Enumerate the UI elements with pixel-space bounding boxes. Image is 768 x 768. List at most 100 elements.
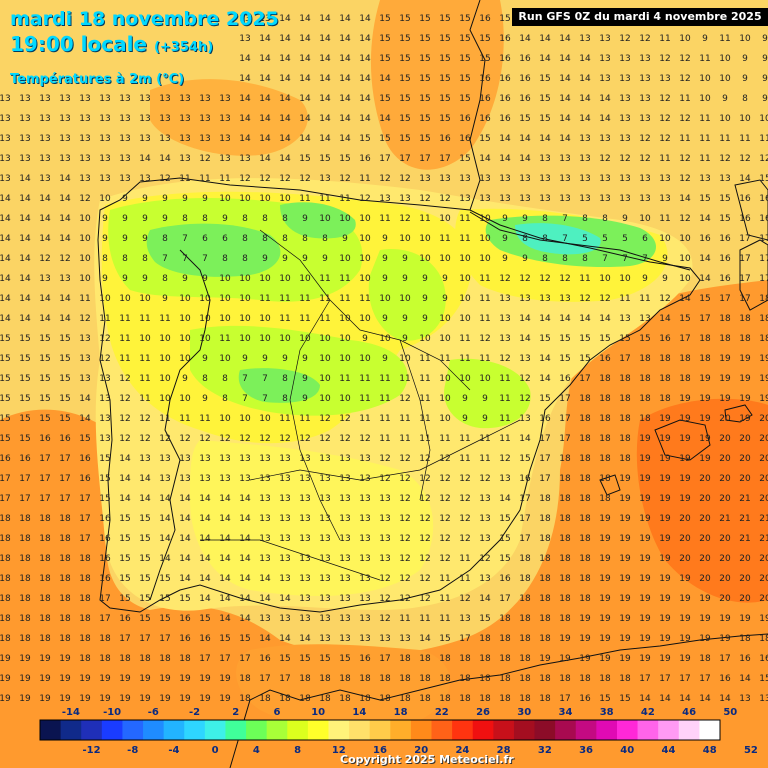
temperature-value: 10 — [159, 394, 171, 404]
temperature-value: 14 — [19, 274, 31, 284]
temperature-value: 20 — [739, 594, 751, 604]
temperature-value: 18 — [579, 434, 591, 444]
temperature-value: 12 — [299, 434, 310, 444]
temperature-value: 14 — [579, 314, 591, 324]
temperature-value: 14 — [339, 54, 351, 64]
temperature-value: 10 — [479, 254, 491, 264]
temperature-value: 11 — [299, 314, 310, 324]
temperature-value: 12 — [119, 434, 130, 444]
temperature-value: 10 — [359, 214, 371, 224]
temperature-value: 18 — [39, 574, 51, 584]
temperature-value: 14 — [319, 74, 331, 84]
temperature-value: 15 — [379, 134, 390, 144]
temperature-value: 12 — [679, 154, 690, 164]
temperature-value: 12 — [339, 434, 350, 444]
temperature-value: 9 — [382, 254, 388, 264]
temperature-value: 13 — [539, 174, 550, 184]
temperature-value: 18 — [0, 614, 11, 624]
temperature-value: 17 — [59, 454, 70, 464]
temperature-value: 13 — [619, 134, 630, 144]
temperature-value: 15 — [159, 614, 170, 624]
legend-label-bottom: -12 — [82, 745, 100, 756]
temperature-value: 7 — [162, 254, 168, 264]
temperature-value: 14 — [539, 354, 551, 364]
temperature-value: 20 — [739, 574, 751, 584]
temperature-value: 15 — [219, 634, 230, 644]
temperature-value: 19 — [599, 514, 611, 524]
temperature-value: 18 — [59, 534, 71, 544]
temperature-value: 12 — [339, 414, 350, 424]
temperature-value: 19 — [639, 574, 651, 584]
temperature-value: 10 — [219, 274, 231, 284]
temperature-value: 18 — [419, 654, 431, 664]
temperature-value: 19 — [739, 414, 751, 424]
temperature-value: 6 — [202, 234, 208, 244]
temperature-value: 18 — [599, 674, 611, 684]
temperature-value: 9 — [662, 274, 668, 284]
temperature-value: 11 — [179, 174, 190, 184]
temperature-value: 10 — [419, 254, 431, 264]
temperature-value: 19 — [639, 454, 651, 464]
temperature-value: 17 — [79, 514, 90, 524]
temperature-value: 14 — [239, 114, 251, 124]
border-portugal — [149, 249, 211, 601]
temperature-value: 18 — [279, 694, 291, 704]
temperature-value: 17 — [559, 434, 570, 444]
temperature-value: 19 — [619, 534, 631, 544]
legend-swatch — [40, 720, 62, 740]
temperature-value: 10 — [739, 114, 751, 124]
temperature-value: 18 — [399, 674, 411, 684]
temperature-value: 12 — [259, 434, 270, 444]
temperature-value: 18 — [519, 594, 531, 604]
temperature-value: 19 — [559, 654, 571, 664]
temperature-value: 14 — [119, 474, 131, 484]
temperature-value: 19 — [699, 394, 711, 404]
temperature-value: 15 — [379, 94, 390, 104]
temperature-value: 16 — [719, 674, 731, 684]
temperature-value: 13 — [619, 54, 630, 64]
temperature-value: 18 — [619, 454, 631, 464]
temperature-value: 15 — [499, 534, 510, 544]
temperature-value: 9 — [502, 214, 508, 224]
temperature-value: 14 — [559, 134, 571, 144]
legend-label-top: 46 — [682, 707, 696, 718]
legend-label-top: -10 — [103, 707, 121, 718]
temperature-value: 13 — [59, 274, 70, 284]
temperature-value: 14 — [579, 94, 591, 104]
temperature-value: 5 — [622, 234, 628, 244]
temperature-value: 13 — [99, 114, 110, 124]
legend-label-bottom: 20 — [414, 745, 428, 756]
temperature-value: 16 — [759, 214, 768, 224]
temperature-value: 13 — [119, 94, 130, 104]
legend-swatch — [452, 720, 474, 740]
temperature-value: 8 — [582, 214, 588, 224]
temperature-value: 10 — [239, 274, 251, 284]
legend-label-top: -14 — [62, 707, 80, 718]
lead-time: (+354h) — [153, 40, 214, 55]
temperature-value: 16 — [719, 274, 731, 284]
temperature-value: 13 — [259, 454, 270, 464]
coastline-north-africa — [229, 633, 768, 768]
temperature-value: 19 — [759, 374, 768, 384]
temperature-value: 18 — [499, 654, 511, 664]
temperature-value: 18 — [679, 374, 691, 384]
temperature-value: 15 — [519, 454, 530, 464]
temperature-value: 14 — [279, 54, 291, 64]
temperature-value: 13 — [479, 514, 490, 524]
temperature-value: 10 — [259, 334, 271, 344]
temperature-value: 15 — [419, 34, 430, 44]
temperature-value: 8 — [202, 374, 208, 384]
temperature-value: 10 — [179, 394, 191, 404]
temperature-value: 13 — [79, 94, 90, 104]
temperature-value: 14 — [299, 14, 311, 24]
temperature-value: 12 — [319, 434, 330, 444]
temperature-value: 18 — [759, 314, 768, 324]
temperature-value: 13 — [139, 134, 150, 144]
temperature-value: 12 — [559, 274, 570, 284]
temperature-value: 15 — [0, 414, 11, 424]
temperature-value: 12 — [459, 474, 470, 484]
temperature-value: 15 — [479, 54, 490, 64]
temperature-value: 11 — [479, 314, 490, 324]
temperature-value: 15 — [479, 34, 490, 44]
temperature-value: 16 — [459, 134, 471, 144]
